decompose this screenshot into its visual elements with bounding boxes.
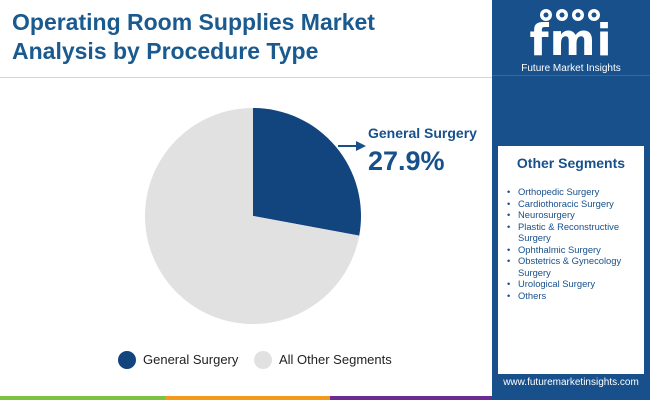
chart-title: Operating Room Supplies Market Analysis … (12, 8, 482, 66)
fmi-logo: fmi Future Market Insights (492, 6, 650, 74)
legend-label-all-other-segments: All Other Segments (279, 352, 392, 367)
list-item: Orthopedic Surgery (506, 186, 640, 198)
logo-wordmark: fmi (529, 15, 612, 62)
other-segments-panel: Other Segments Orthopedic Surgery Cardio… (498, 146, 644, 374)
list-item: Urological Surgery (506, 278, 640, 290)
pie-chart: General Surgery 27.9% (144, 108, 477, 324)
bottom-color-bar (0, 396, 650, 400)
pie-slice-general-surgery (253, 108, 361, 236)
bottom-bar-green (0, 396, 165, 400)
legend-label-general-surgery: General Surgery (143, 352, 239, 367)
pie-slice-all-other-segments (144, 108, 360, 324)
pie-slices (144, 108, 361, 324)
list-item: Cardiothoracic Surgery (506, 198, 640, 210)
logo-mark: fmi (529, 9, 612, 66)
title-line-1: Operating Room Supplies Market (12, 9, 375, 35)
other-segments-list: Orthopedic Surgery Cardiothoracic Surger… (506, 186, 640, 301)
bottom-bar-purple (330, 396, 492, 400)
other-segments-heading: Other Segments (516, 155, 626, 171)
logo-tagline: Future Market Insights (521, 63, 621, 74)
callout-value: 27.9% (368, 146, 445, 176)
legend-swatch-general-surgery (118, 351, 136, 369)
bottom-bar-blue (492, 396, 650, 400)
title-divider (0, 77, 492, 78)
title-line-2: Analysis by Procedure Type (12, 38, 319, 64)
bottom-bar-orange (165, 396, 330, 400)
website-url: www.futuremarketinsights.com (503, 377, 639, 388)
legend-swatch-all-other-segments (254, 351, 272, 369)
list-item: Neurosurgery (506, 209, 640, 221)
list-item: Ophthalmic Surgery (506, 244, 640, 256)
list-item: Obstetrics & Gynecology Surgery (506, 255, 640, 278)
pie-callout: General Surgery 27.9% (338, 125, 477, 176)
callout-label: General Surgery (368, 125, 477, 141)
list-item: Others (506, 290, 640, 302)
list-item: Plastic & Reconstructive Surgery (506, 221, 640, 244)
callout-arrow-head (356, 141, 366, 151)
sidebar-divider (492, 75, 650, 76)
